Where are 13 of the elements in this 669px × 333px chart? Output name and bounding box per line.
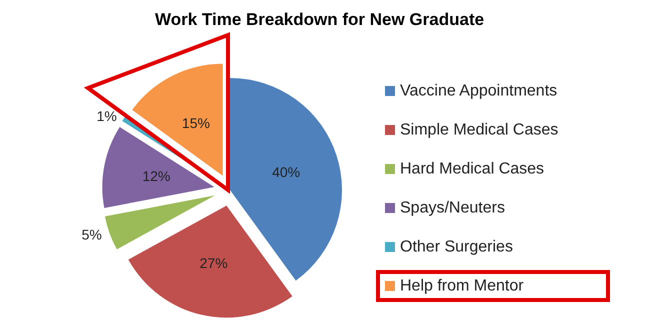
chart-title: Work Time Breakdown for New Graduate <box>155 10 484 29</box>
data-label: 12% <box>142 168 170 184</box>
data-label: 27% <box>200 255 228 272</box>
legend-label: Spays/Neuters <box>400 200 505 216</box>
legend-label: Help from Mentor <box>400 278 524 294</box>
legend-label: Simple Medical Cases <box>400 122 558 138</box>
data-label: 1% <box>96 108 117 124</box>
legend-label: Hard Medical Cases <box>400 160 544 178</box>
data-label: 40% <box>272 164 300 180</box>
legend-label: Vaccine Appointments <box>400 82 558 100</box>
data-label: 5% <box>82 226 102 243</box>
data-label: 15% <box>182 115 210 132</box>
legend-label: Other Surgeries <box>400 238 513 256</box>
